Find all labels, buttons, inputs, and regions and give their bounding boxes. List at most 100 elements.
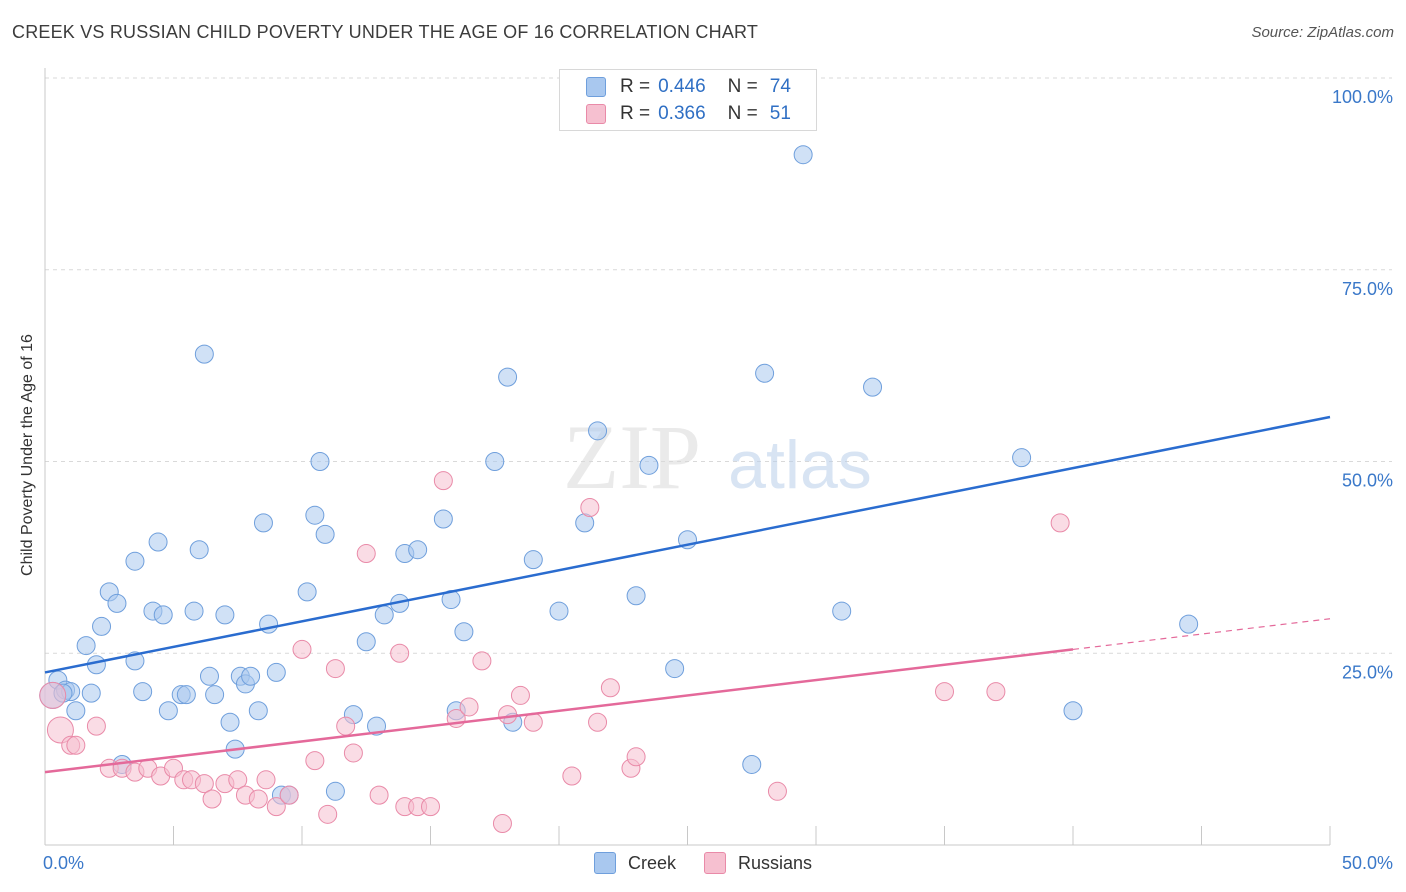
russians-point	[336, 716, 356, 736]
russians-point	[1050, 513, 1070, 533]
creek-point	[92, 616, 112, 636]
russians-point	[305, 751, 325, 771]
russians-point	[202, 789, 222, 809]
creek-point	[454, 622, 474, 642]
russians-point	[767, 781, 787, 801]
creek-point	[241, 666, 261, 686]
creek-point	[158, 701, 178, 721]
tick-labels: 100.0% 75.0% 50.0% 25.0% 0.0% 50.0%	[43, 87, 1393, 873]
creek-point	[248, 701, 268, 721]
creek-point	[205, 685, 225, 705]
creek-point	[793, 145, 813, 165]
chart-title: CREEK VS RUSSIAN CHILD POVERTY UNDER THE…	[12, 22, 759, 42]
creek-point	[76, 636, 96, 656]
russians-point	[356, 544, 376, 564]
legend-item-russians[interactable]: Russians	[703, 852, 813, 874]
y-tick-label: 50.0%	[1342, 471, 1393, 491]
creek-legend-swatch	[593, 852, 616, 874]
legend-n-label: N =	[727, 103, 758, 124]
russians-point	[421, 797, 440, 817]
creek-point	[755, 363, 775, 383]
creek-point	[639, 455, 659, 475]
russians-point	[580, 498, 600, 518]
russians-point	[46, 716, 74, 744]
legend-r-label: R =	[620, 103, 651, 124]
creek-point	[315, 524, 335, 544]
russians-point	[292, 639, 312, 659]
correlation-legend: R = 0.446 N = 74 R = 0.366 N = 51	[559, 69, 817, 131]
watermark-zip: ZIP	[563, 406, 701, 508]
creek-point	[133, 682, 153, 702]
legend-n-label: N =	[727, 76, 758, 97]
creek-legend-label: Creek	[627, 852, 676, 873]
russians-point	[66, 735, 86, 755]
russians-point	[266, 797, 286, 817]
russians-point	[433, 471, 453, 491]
creek-point	[374, 605, 394, 625]
y-tick-label: 100.0%	[1332, 87, 1393, 107]
russians-point	[39, 681, 67, 709]
creek-point	[148, 532, 168, 552]
creek-point	[523, 550, 543, 570]
creek-point	[81, 683, 101, 703]
creek-point	[305, 505, 325, 525]
russians-r-value: 0.366	[658, 103, 706, 124]
creek-point	[832, 601, 852, 621]
creek-point	[325, 781, 345, 801]
russians-point	[600, 678, 620, 698]
russians-trend-extension	[1072, 618, 1331, 651]
russians-point	[369, 785, 389, 805]
creek-point	[215, 605, 235, 625]
creek-n-value: 74	[769, 76, 791, 97]
creek-point	[253, 513, 273, 533]
x-tick-label: 50.0%	[1342, 853, 1393, 873]
legend-r-label: R =	[620, 76, 651, 97]
legend-item-creek[interactable]: Creek	[593, 852, 676, 874]
russians-point	[325, 659, 345, 679]
creek-point	[86, 655, 106, 675]
creek-point	[199, 666, 219, 686]
russians-trend-line	[44, 648, 1074, 774]
russians-point	[390, 643, 410, 663]
russians-point	[248, 789, 268, 809]
axes	[44, 68, 1331, 846]
x-tick-label: 0.0%	[43, 853, 84, 873]
legend-row-russians: R = 0.366 N = 51	[586, 102, 791, 126]
creek-point	[266, 662, 286, 682]
creek-point	[356, 632, 376, 652]
creek-point	[107, 593, 127, 613]
creek-point	[297, 582, 317, 602]
russians-point	[256, 770, 276, 790]
creek-point	[665, 659, 685, 679]
russians-point	[498, 705, 518, 725]
creek-point	[433, 509, 453, 529]
creek-point	[1012, 448, 1032, 468]
creek-point	[189, 540, 209, 560]
creek-point	[184, 601, 204, 621]
trend-lines	[44, 415, 1331, 774]
russians-legend-label: Russians	[737, 852, 813, 873]
russians-point	[472, 651, 492, 671]
source-label: Source: ZipAtlas.com	[1251, 24, 1394, 41]
creek-point	[588, 421, 608, 441]
series-legend: Creek Russians	[0, 852, 1406, 874]
creek-swatch	[586, 77, 606, 97]
russians-point	[510, 685, 530, 705]
creek-point	[626, 586, 646, 606]
y-tick-label: 25.0%	[1342, 662, 1393, 682]
russians-point	[492, 814, 512, 834]
russians-point	[459, 697, 479, 717]
creek-point	[549, 601, 569, 621]
creek-point	[125, 551, 145, 571]
creek-point	[1063, 701, 1083, 721]
russians-swatch	[586, 104, 606, 124]
russians-point	[194, 774, 214, 794]
russians-point	[626, 747, 646, 767]
legend-row-creek: R = 0.446 N = 74	[586, 75, 791, 99]
creek-point	[863, 377, 883, 397]
y-tick-label: 75.0%	[1342, 279, 1393, 299]
y-axis-label: Child Poverty Under the Age of 16	[19, 334, 36, 576]
creek-point	[485, 452, 505, 471]
creek-r-value: 0.446	[658, 76, 706, 97]
russians-n-value: 51	[769, 103, 791, 124]
